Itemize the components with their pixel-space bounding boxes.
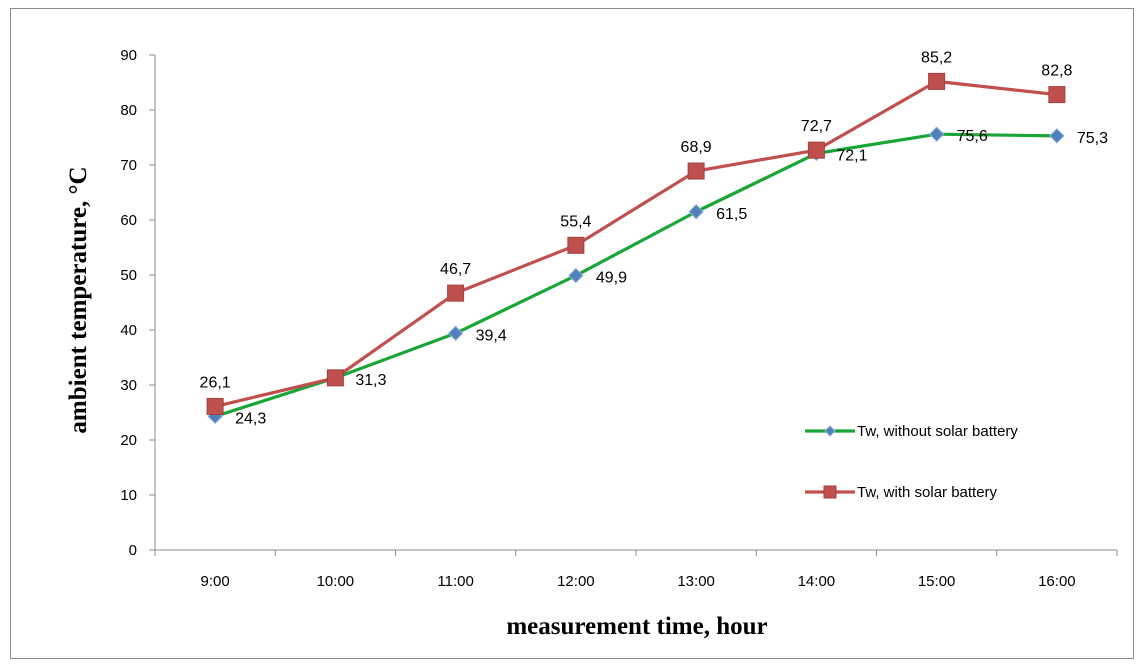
data-point-marker [823,485,837,499]
data-label: 55,4 [560,213,591,230]
x-tick-label: 14:00 [798,573,836,590]
data-point-marker [824,425,836,437]
data-label: 68,9 [681,139,712,156]
legend-label: Tw, with solar battery [857,484,998,501]
legend-label: Tw, without solar battery [857,423,1018,440]
data-label: 26,1 [200,374,231,391]
y-tick-label: 70 [120,157,137,174]
data-point-marker [688,204,704,220]
data-label: 39,4 [476,327,507,344]
data-label: 75,6 [957,128,988,145]
data-point-marker [447,284,465,302]
axes [149,54,1118,556]
y-tick-label: 60 [120,212,137,229]
series-line [214,132,1057,418]
x-tick-label: 15:00 [918,573,956,590]
x-tick-label: 12:00 [557,573,595,590]
y-tick-label: 30 [120,377,137,394]
data-label: 82,8 [1041,63,1072,80]
data-label: 75,3 [1077,130,1108,147]
data-point-marker [326,369,344,387]
data-point-marker [206,397,224,415]
x-tick-label: 11:00 [437,573,473,590]
data-point-marker [567,236,585,254]
series-line [214,79,1058,409]
data-label: 46,7 [440,261,471,278]
data-label: 72,1 [836,147,867,164]
data-point-marker [687,162,705,180]
data-point-marker [1049,128,1065,144]
y-tick-label: 10 [120,487,137,504]
data-label: 85,2 [921,49,952,66]
data-label: 61,5 [716,206,747,223]
y-tick-label: 90 [120,47,137,64]
data-point-marker [928,72,946,90]
x-tick-label: 16:00 [1038,573,1076,590]
x-tick-label: 9:00 [201,573,230,590]
data-label: 72,7 [801,118,832,135]
x-tick-label: 10:00 [317,573,355,590]
data-point-marker [568,267,584,284]
y-tick-label: 50 [120,267,137,284]
y-tick-label: 80 [120,102,137,119]
data-point-marker [447,325,464,342]
tick-labels: 0 10 20 30 40 50 60 70 80 90 9:00 10:00 11:00 12:00 13… [120,47,1075,590]
x-tick-label: 13:00 [677,573,715,590]
data-label: 49,9 [596,270,627,287]
y-tick-label: 40 [120,322,137,339]
data-labels: 24,3 31,3 39,4 49,9 61,5 72,1 75,6 75,3 26,1 46,7… [200,49,1109,427]
data-label: 31,3 [355,372,386,389]
legend: Tw, without solar battery Tw, with solar … [805,423,1018,501]
data-point-marker [1048,86,1066,104]
y-tick-label: 20 [120,432,137,449]
series-layer [206,72,1066,425]
data-point-marker [807,141,825,159]
data-point-marker [928,126,945,142]
y-axis-title: ambient temperature, °C [65,166,92,433]
x-axis-title: measurement time, hour [506,613,767,640]
y-tick-label: 0 [129,542,137,559]
data-label: 24,3 [235,410,266,427]
